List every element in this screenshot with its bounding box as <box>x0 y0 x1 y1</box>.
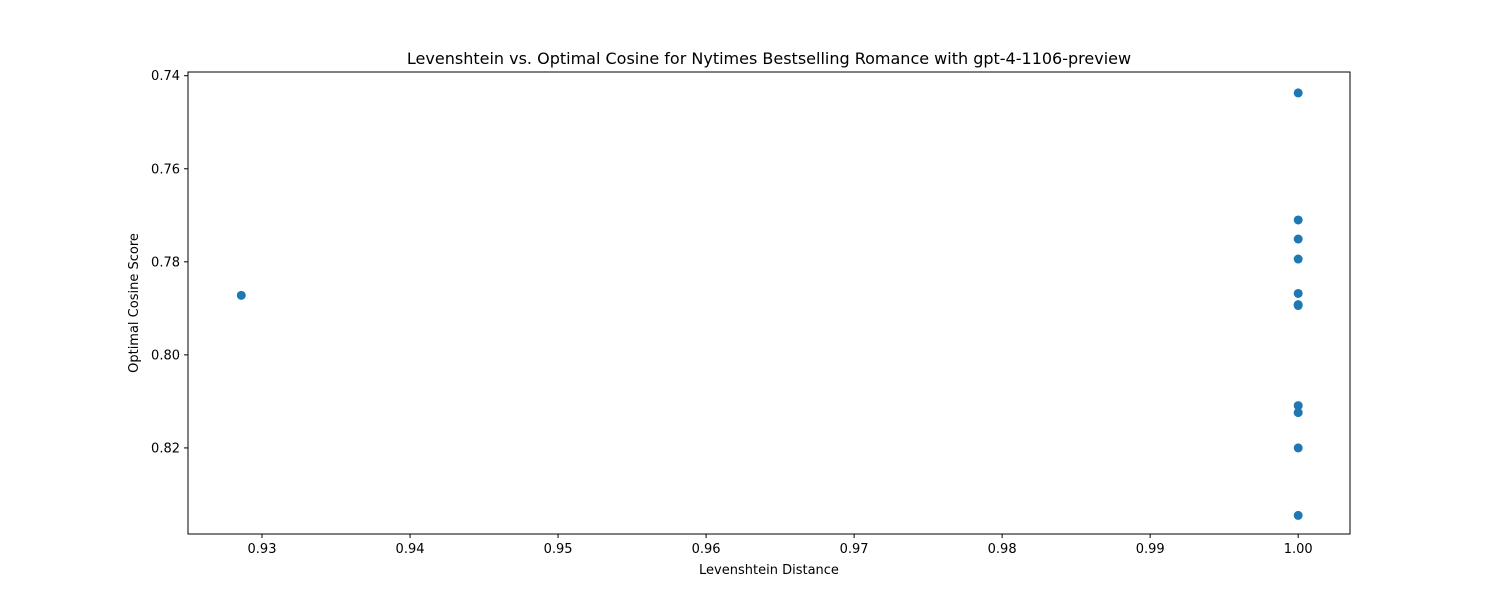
y-axis-ticks: 0.74 0.76 0.78 0.80 0.82 <box>151 69 188 456</box>
x-tick-label: 0.96 <box>692 542 721 557</box>
x-tick-label: 0.93 <box>248 542 277 557</box>
x-tick-label: 1.00 <box>1284 542 1313 557</box>
data-point <box>1293 443 1303 453</box>
data-point <box>1293 301 1303 311</box>
y-axis-label: Optimal Cosine Score <box>127 233 142 373</box>
data-point <box>1293 254 1303 264</box>
plot-frame <box>187 71 1351 535</box>
data-point <box>1293 401 1303 411</box>
x-tick-label: 0.95 <box>544 542 573 557</box>
chart-title: Levenshtein vs. Optimal Cosine for Nytim… <box>407 49 1131 68</box>
y-tick-label: 0.82 <box>151 441 180 456</box>
y-tick-label: 0.80 <box>151 348 180 363</box>
data-point <box>236 290 246 300</box>
y-tick-label: 0.74 <box>151 69 180 84</box>
x-tick-label: 0.98 <box>988 542 1017 557</box>
data-point <box>1293 234 1303 244</box>
x-tick-label: 0.99 <box>1136 542 1165 557</box>
y-tick-label: 0.78 <box>151 255 180 270</box>
data-point <box>1293 88 1303 98</box>
data-point <box>1293 408 1303 418</box>
x-tick-label: 0.97 <box>840 542 869 557</box>
data-points <box>236 88 1303 520</box>
x-tick-label: 0.94 <box>396 542 425 557</box>
data-point <box>1293 288 1303 298</box>
data-point <box>1293 510 1303 520</box>
x-axis-ticks: 0.93 0.94 0.95 0.96 0.97 0.98 0.99 1.00 <box>248 534 1313 557</box>
x-axis-label: Levenshtein Distance <box>699 563 839 578</box>
data-point <box>1293 215 1303 225</box>
y-tick-label: 0.76 <box>151 162 180 177</box>
